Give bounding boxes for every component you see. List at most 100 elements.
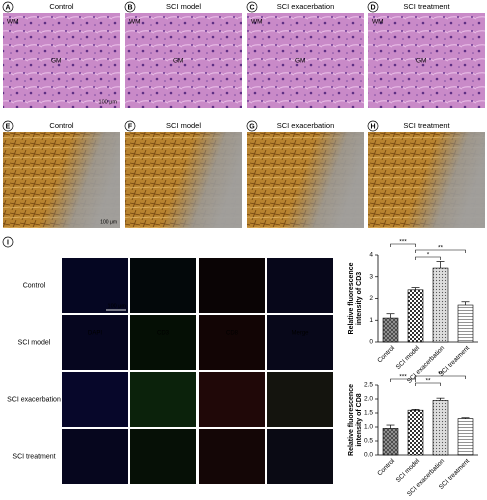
scale-bar-label: 100 μm [99, 99, 118, 105]
region-label: WM [129, 19, 141, 26]
fluorescence-image [267, 372, 333, 427]
scale-bar-label: 100 μm [108, 303, 127, 309]
fluorescence-image [267, 258, 333, 313]
y-tick-label: 1 [369, 317, 373, 324]
y-tick-label: 0.0 [364, 452, 373, 459]
y-tick-label: 2 [369, 295, 373, 302]
silver-image-shade [247, 132, 364, 228]
panel-title: Control [49, 2, 74, 11]
y-tick-label: 3 [369, 273, 373, 280]
region-label: WM [372, 19, 384, 26]
panel-letter-circle [246, 1, 258, 13]
panel-letter-circle [367, 1, 379, 13]
y-tick-label: 1.5 [364, 410, 373, 417]
bar [407, 409, 424, 456]
panel-title: Control [49, 121, 74, 130]
panel-letter: A [5, 4, 10, 11]
significance-bracket [390, 378, 416, 382]
panel-letter-circle [246, 120, 258, 132]
fluorescence-image [130, 258, 196, 313]
significance-label: *** [399, 374, 407, 381]
region-label: WM [7, 19, 19, 26]
panel-title: SCI exacerbation [277, 2, 335, 11]
significance-bracket [415, 375, 466, 379]
region-label: GM [295, 58, 305, 65]
x-tick-label: Control [376, 457, 396, 477]
channel-label: Merge [291, 331, 309, 337]
panel-letter: G [249, 123, 255, 130]
row-label: SCI exacerbation [7, 396, 61, 403]
significance-bracket [415, 256, 441, 260]
significance-label: ** [438, 371, 444, 378]
panel-letter: F [128, 123, 133, 130]
fluorescence-image [130, 315, 196, 370]
x-tick-label: Control [376, 344, 396, 364]
he-image [368, 13, 485, 108]
significance-label: *** [399, 239, 407, 246]
panel-letter: C [249, 4, 254, 11]
bar [407, 289, 424, 343]
channel-label: CD8 [226, 331, 239, 337]
panel-title: SCI treatment [403, 121, 450, 130]
significance-bracket [390, 243, 416, 247]
bar [457, 418, 474, 456]
panel-letter: H [370, 123, 375, 130]
fluorescence-image [130, 429, 196, 484]
fluorescence-image [199, 429, 265, 484]
panel-letter-circle [2, 1, 14, 13]
significance-label: ** [425, 378, 431, 385]
panel-letter-circle [124, 1, 136, 13]
fluorescence-image [199, 258, 265, 313]
significance-label: ** [438, 245, 444, 252]
y-tick-label: 1.0 [364, 424, 373, 431]
scale-bar-label: 100 μm [100, 219, 117, 225]
y-tick-label: 0.5 [364, 438, 373, 445]
panel-letter: B [127, 4, 132, 11]
panel-title: SCI model [166, 121, 201, 130]
he-image [125, 13, 242, 108]
panel-letter: I [7, 239, 9, 246]
fluorescence-image [199, 315, 265, 370]
panel-letter-circle [2, 120, 14, 132]
bar [432, 267, 449, 343]
panel-letter-circle [367, 120, 379, 132]
panel-title: SCI model [166, 2, 201, 11]
fluorescence-image [199, 372, 265, 427]
y-tick-label: 2.5 [364, 382, 373, 389]
fluorescence-image [62, 315, 128, 370]
he-image [247, 13, 364, 108]
y-axis-title: intensity of CD8 [356, 393, 363, 446]
silver-image-shade [3, 132, 120, 228]
region-label: GM [51, 58, 61, 65]
bar [382, 317, 399, 343]
panel-letter: D [370, 4, 375, 11]
panel-title: SCI treatment [403, 2, 450, 11]
bar [432, 400, 449, 456]
region-label: GM [416, 58, 426, 65]
fluorescence-image [267, 429, 333, 484]
y-axis-title: Relative fluorescence [348, 262, 355, 334]
fluorescence-image [267, 315, 333, 370]
region-label: GM [173, 58, 183, 65]
row-label: Control [23, 282, 46, 289]
panel-letter-circle [124, 120, 136, 132]
channel-label: DAPI [88, 331, 102, 337]
region-label: WM [251, 19, 263, 26]
significance-label: * [427, 252, 430, 259]
silver-image-shade [125, 132, 242, 228]
bar [457, 304, 474, 343]
row-label: SCI treatment [12, 453, 55, 460]
fluorescence-image [62, 372, 128, 427]
significance-bracket [415, 382, 441, 386]
silver-image-shade [368, 132, 485, 228]
fluorescence-image [62, 258, 128, 313]
channel-label: CD3 [157, 331, 170, 337]
panel-letter-circle [2, 236, 14, 248]
significance-bracket [415, 249, 466, 253]
row-label: SCI model [18, 339, 51, 346]
fluorescence-image [62, 429, 128, 484]
fluorescence-image [130, 372, 196, 427]
y-axis-title: intensity of CD3 [356, 272, 363, 325]
y-tick-label: 0 [369, 339, 373, 346]
